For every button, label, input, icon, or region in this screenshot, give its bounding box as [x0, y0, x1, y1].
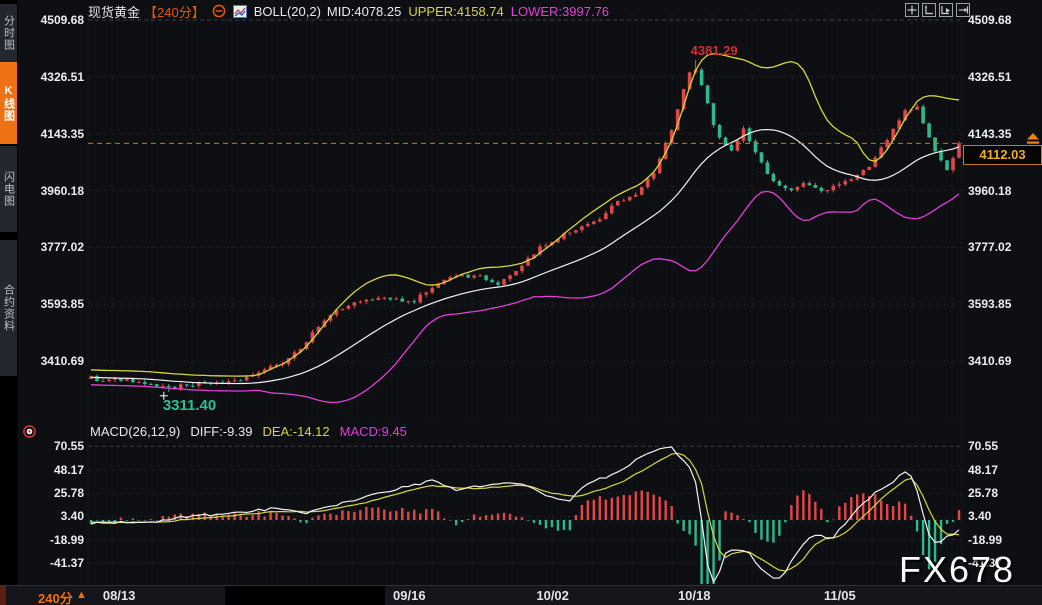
macd-axis-label-left: 3.40: [60, 509, 84, 524]
macd-diff-value: DIFF:-9.39: [190, 424, 253, 439]
macd-macd-value: MACD:9.45: [339, 424, 407, 439]
macd-indicator-icon[interactable]: [22, 424, 37, 439]
bottom-time-axis-bar: 240分 ▲ 08/13 09/16 10/02 10/18 11/05: [0, 585, 1042, 605]
mini-chart-icon[interactable]: [232, 4, 247, 18]
macd-axis-label-right: -18.99: [968, 532, 1003, 547]
boll-mid-value: MID:4078.25: [326, 3, 402, 19]
macd-axis-label-left: 48.17: [53, 462, 84, 477]
crosshair-tool-icon[interactable]: [905, 3, 919, 17]
bottom-overlay-box: [225, 586, 385, 605]
price-axis-label-right: 3593.85: [968, 297, 1012, 312]
macd-axis-label-left: -18.99: [49, 532, 84, 547]
price-axis-label-right: 4509.68: [968, 13, 1012, 27]
symbol-name: 现货黄金: [88, 4, 141, 20]
axis-reset-icon[interactable]: [956, 3, 970, 17]
price-axis-label-right: 4143.35: [968, 126, 1012, 141]
period-dropdown-arrow-icon[interactable]: ▲: [76, 589, 87, 601]
fx678-watermark: FX678: [899, 549, 1016, 590]
price-axis-label-right: 3410.69: [968, 354, 1012, 368]
price-axis-label-right: 3777.02: [968, 240, 1012, 255]
gridlines: [87, 14, 963, 584]
price-markers: [88, 142, 962, 400]
low-price-annotation: 3311.40: [163, 397, 216, 414]
scroll-to-latest-icon[interactable]: [1026, 133, 1040, 145]
macd-axis-label-left: 25.78: [53, 486, 84, 501]
chart-toolbar: [905, 3, 970, 17]
sidebar-item-2[interactable]: K线图: [0, 62, 17, 144]
price-axis-label-left: 3960.18: [40, 183, 84, 198]
x-axis-date-label: 10/02: [536, 588, 569, 603]
macd-axis-label-left: -41.37: [49, 556, 84, 571]
chart-header: 现货黄金 【240分】 BOLL(20,2) MID:4078.25 UPPER…: [88, 2, 609, 20]
macd-name: MACD(26,12,9): [90, 424, 181, 439]
axis-zoom-icon[interactable]: [922, 3, 936, 17]
price-axis-label-left: 3410.69: [40, 354, 84, 368]
sidebar-item-4[interactable]: 合约资料: [0, 240, 17, 376]
bollinger-bands: [90, 53, 960, 404]
boll-lower-value: LOWER:3997.76: [510, 3, 610, 19]
remove-indicator-icon[interactable]: [212, 4, 226, 18]
macd-axis-label-right: 70.55: [968, 439, 999, 454]
price-axis-label-right: 3960.18: [968, 183, 1012, 198]
candlesticks: [89, 59, 961, 392]
price-axis-label-left: 3777.02: [40, 240, 84, 255]
boll-upper-value: UPPER:4158.74: [408, 3, 504, 19]
sidebar-item-3[interactable]: 闪电图: [0, 146, 17, 232]
period-selector[interactable]: 240分: [38, 591, 73, 605]
price-axis-label-left: 4143.35: [40, 126, 84, 141]
macd-axis-label-right: 25.78: [968, 486, 999, 501]
period-label: 【240分】: [144, 4, 205, 20]
sidebar-item-1[interactable]: 分时图: [0, 4, 17, 62]
macd-axis-label-right: -41.37: [968, 556, 1003, 571]
macd-axis-label-right: 48.17: [968, 462, 999, 477]
corner-strip: [0, 586, 6, 605]
price-axis-label-right: 4326.51: [968, 69, 1012, 84]
x-axis-date-label: 09/16: [393, 588, 426, 603]
boll-name: BOLL(20,2): [253, 3, 321, 19]
x-axis-date-label: 10/18: [677, 588, 711, 603]
macd-header: MACD(26,12,9) DIFF:-9.39 DEA:-14.12 MACD…: [90, 424, 407, 439]
macd-histogram: [89, 490, 961, 584]
left-sidebar: 分时图 K线图闪电图合约资料: [0, 0, 18, 605]
axis-pan-icon[interactable]: [939, 3, 953, 17]
price-axis-label-left: 4509.68: [40, 13, 84, 27]
x-axis-date-label: 11/05: [823, 588, 856, 603]
macd-axis-label-right: 3.40: [968, 509, 992, 524]
price-axis-label-left: 3593.85: [40, 297, 84, 312]
x-axis-date-label: 08/13: [102, 588, 136, 603]
current-price-tag: 4112.03: [963, 145, 1042, 165]
macd-lines: [90, 446, 960, 584]
price-axis-label-left: 4326.51: [40, 69, 84, 84]
macd-dea-value: DEA:-14.12: [262, 424, 330, 439]
macd-axis-label-left: 70.55: [53, 439, 84, 454]
high-price-annotation: 4381.29: [691, 43, 738, 58]
